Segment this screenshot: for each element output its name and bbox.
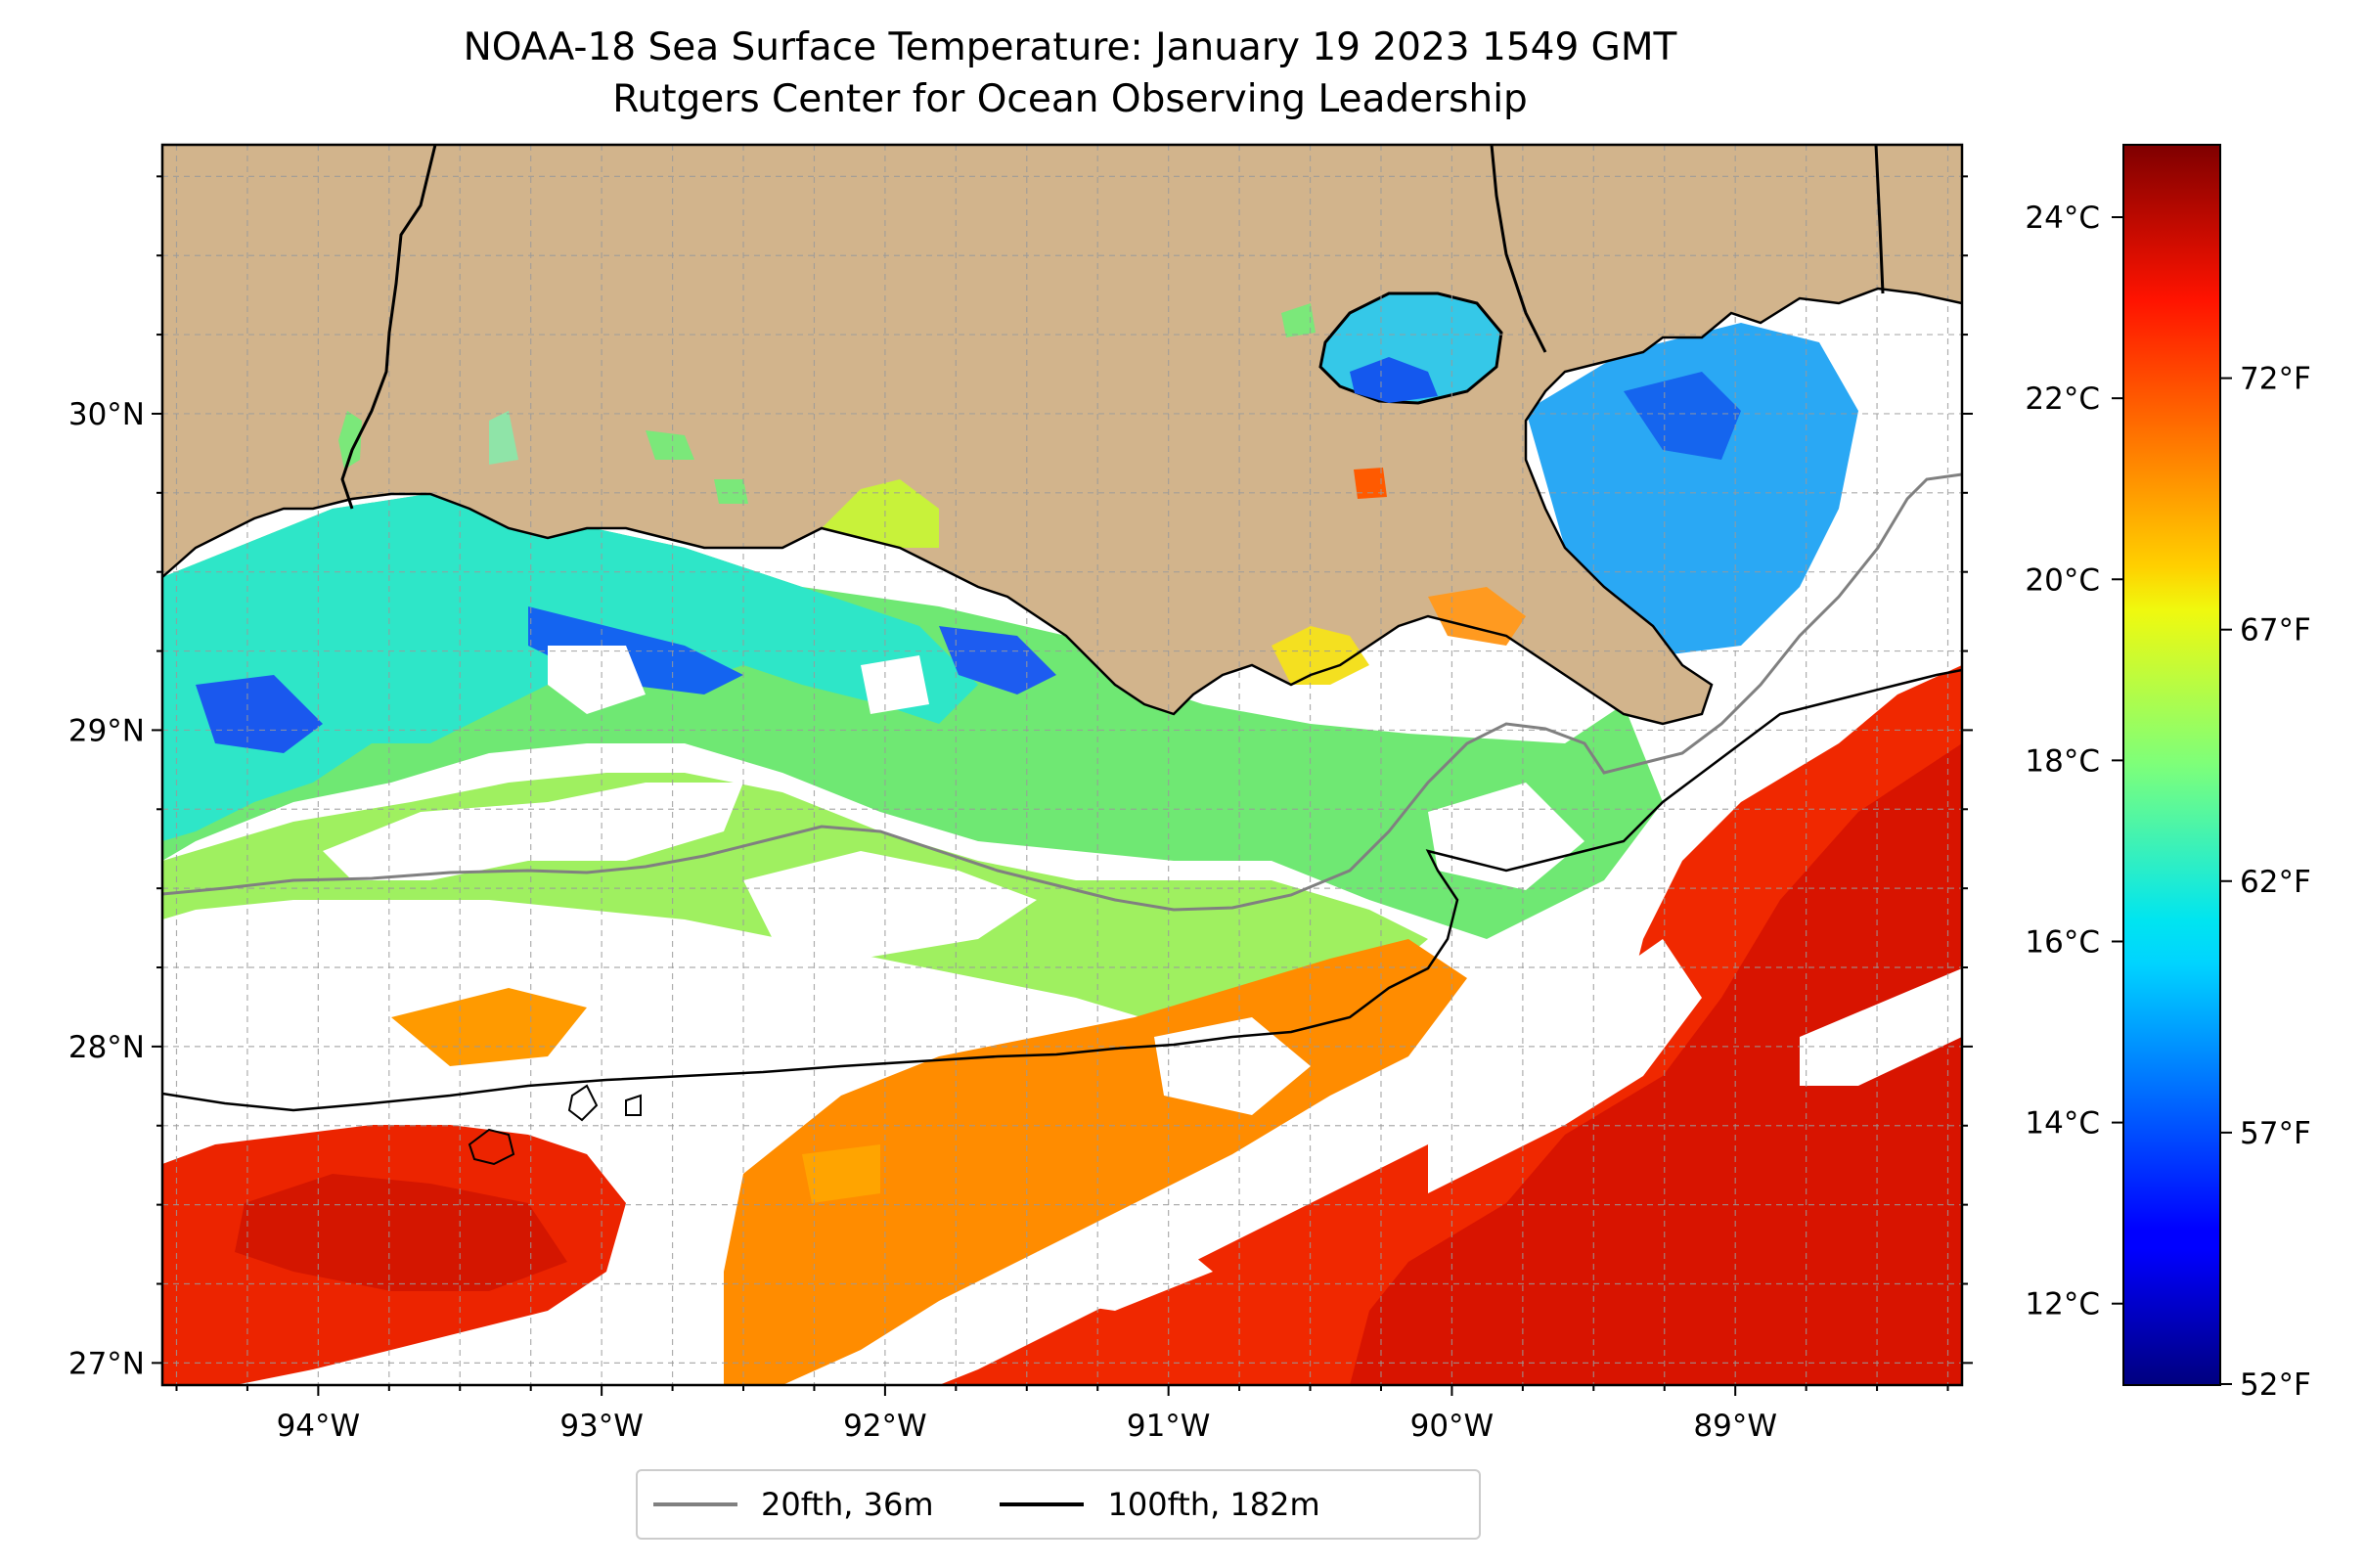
contour-20fth (162, 472, 1962, 912)
inland-water-3 (646, 430, 694, 460)
sst-orange-patch (391, 988, 587, 1066)
inland-water-4 (714, 479, 748, 504)
coastal-marsh-fringe (822, 479, 939, 548)
coastal-marsh-fringe-2 (1272, 626, 1369, 685)
colorbar-gradient (2123, 145, 2220, 1385)
celsius-tick-label: 16°C (2025, 924, 2100, 960)
fahrenheit-tick-label: 67°F (2240, 613, 2311, 649)
longitude-axis: 94°W 93°W 92°W 91°W 90°W 89°W (175, 1385, 1949, 1444)
contour-island-1 (468, 1128, 515, 1166)
lat-tick-label: 28°N (68, 1030, 145, 1065)
contour-legend: 20fth, 36m 100fth, 182m (636, 1469, 1481, 1540)
map-frame (160, 143, 1964, 1387)
no-data-cloud-2 (162, 910, 548, 1017)
legend-item-100fth: 100fth, 182m (1000, 1486, 1320, 1523)
lat-tick-label: 30°N (68, 397, 145, 432)
land-louisiana (162, 145, 1962, 724)
inland-water-2 (489, 411, 518, 465)
lon-tick-label: 91°W (1127, 1409, 1211, 1444)
sst-cold-blue-patch-2 (196, 675, 323, 753)
fahrenheit-tick-label: 72°F (2240, 362, 2311, 397)
lon-tick-label: 94°W (277, 1409, 361, 1444)
inland-water-5 (1354, 468, 1387, 499)
sst-orange-patch-2 (802, 1144, 880, 1203)
contour-100fth (162, 668, 1962, 1112)
lon-tick-label: 90°W (1410, 1409, 1495, 1444)
no-data-cloud-8 (162, 1047, 293, 1125)
chart-subtitle: Rutgers Center for Ocean Observing Leade… (612, 77, 1528, 121)
celsius-tick-label: 20°C (2025, 562, 2100, 598)
state-border-east (1874, 145, 1885, 294)
inland-water-6 (1281, 303, 1316, 337)
coastline (162, 287, 1962, 726)
celsius-tick-label: 12°C (2025, 1287, 2100, 1322)
celsius-tick-label: 22°C (2025, 381, 2100, 417)
map-area (162, 145, 1962, 1385)
contour-island-2 (567, 1084, 599, 1122)
legend-swatch-20fth (653, 1502, 737, 1506)
legend-swatch-100fth (1000, 1502, 1085, 1506)
lat-tick-label: 27°N (68, 1346, 145, 1381)
no-data-cloud-10 (861, 655, 929, 714)
celsius-tick-label: 24°C (2025, 201, 2100, 236)
lon-tick-label: 89°W (1693, 1409, 1777, 1444)
lake-cold-patch (1350, 357, 1438, 403)
state-border (340, 145, 437, 510)
fahrenheit-tick-label: 52°F (2240, 1367, 2311, 1403)
celsius-tick-label: 18°C (2025, 743, 2100, 779)
map-grid (162, 145, 1962, 1385)
no-data-cloud-1 (323, 783, 743, 880)
celsius-tick-label: 14°C (2025, 1106, 2100, 1142)
no-data-gap-2 (1800, 968, 1962, 1086)
lon-tick-label: 92°W (843, 1409, 927, 1444)
legend-item-20fth: 20fth, 36m (653, 1486, 933, 1523)
latitude-axis: 30°N 29°N 28°N 27°N (68, 175, 162, 1381)
river-border (1490, 145, 1547, 353)
lon-tick-label: 93°W (559, 1409, 644, 1444)
lat-tick-label: 29°N (68, 713, 145, 748)
colorbar-fahrenheit-axis: 52°F 57°F 62°F 67°F 72°F (2220, 362, 2311, 1403)
chart-title: NOAA-18 Sea Surface Temperature: January… (463, 25, 1677, 69)
fahrenheit-tick-label: 57°F (2240, 1116, 2311, 1151)
no-data-gap (1428, 939, 1702, 1193)
colorbar-celsius-axis: 12°C 14°C 16°C 18°C 20°C 22°C 24°C (2025, 201, 2123, 1322)
contour-island-3 (625, 1094, 642, 1116)
no-data-cloud-9 (548, 646, 646, 714)
no-data-cloud-3 (743, 851, 1037, 959)
inland-water-1 (338, 411, 362, 470)
fahrenheit-tick-label: 62°F (2240, 865, 2311, 900)
sst-warm-core (1350, 743, 1962, 1385)
legend-label-20fth: 20fth, 36m (761, 1486, 934, 1523)
legend-label-100fth: 100fth, 182m (1107, 1486, 1320, 1523)
colorbar-frame (2122, 144, 2221, 1386)
sst-delta-cold (1624, 372, 1741, 460)
latitude-axis-right (1962, 175, 1973, 1365)
